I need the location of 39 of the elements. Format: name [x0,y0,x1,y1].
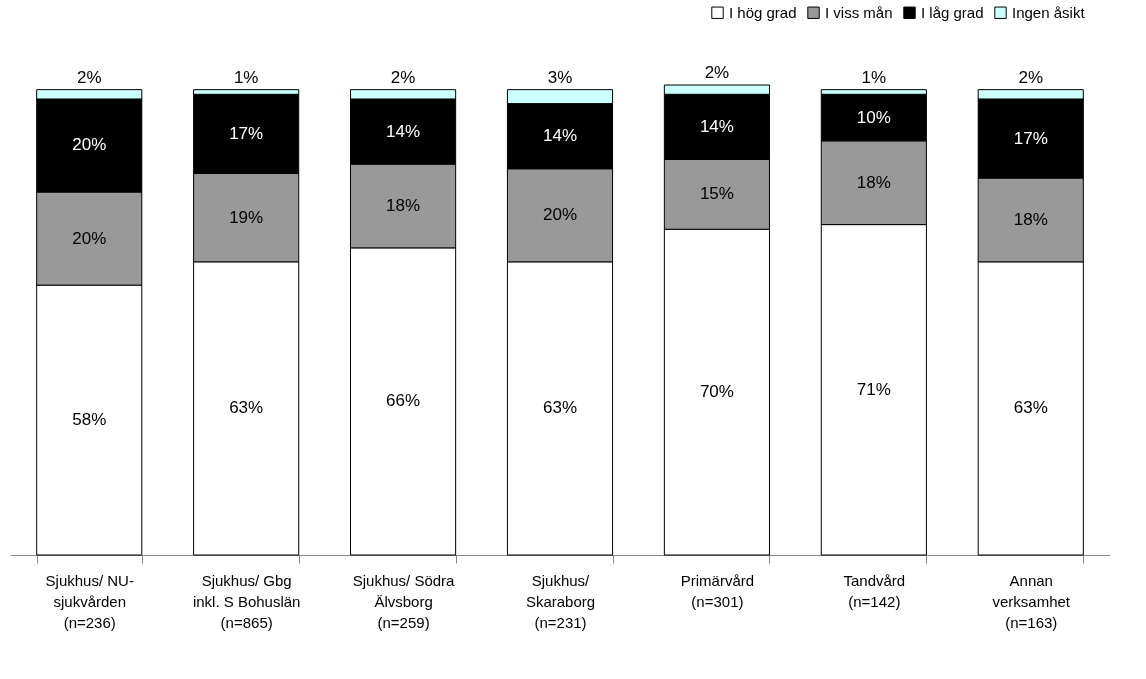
legend-label: I låg grad [921,3,984,21]
data-label: 2% [390,67,416,87]
x-tick-label: Sjukhus/ Södra Älvsborg (n=259) [352,571,456,631]
data-label: 14% [386,121,421,141]
data-label: 58% [72,410,107,430]
legend-label: I viss mån [825,3,893,21]
data-label: 70% [699,382,734,402]
data-label: 10% [856,107,891,127]
data-label: 2% [704,63,730,82]
data-label: 71% [856,379,891,399]
data-label: 3% [547,67,573,87]
data-label: 17% [1013,128,1048,148]
data-label: 63% [229,398,264,418]
data-label: 15% [699,184,734,204]
data-label: 2% [1018,67,1044,87]
data-label: 14% [542,126,578,146]
x-tick-label: Primärvård (n=301) [680,571,755,610]
data-label: 66% [386,391,421,411]
data-label: 1% [861,67,887,87]
data-label: 2% [76,67,102,87]
data-label: 19% [229,207,264,227]
x-tick-label: Tandvård (n=142) [843,571,906,610]
data-label: 18% [386,195,421,215]
data-label: 18% [856,172,891,192]
x-tick-label: Annan verksamhet (n=163) [992,571,1071,631]
data-label: 20% [542,205,578,225]
data-label: 20% [72,228,107,248]
x-tick-label: Sjukhus/ Skaraborg (n=231) [525,571,596,631]
data-label: 20% [72,135,107,155]
legend-label: I hög grad [729,3,797,21]
data-label: 1% [233,67,259,87]
data-label: 18% [1013,209,1048,229]
data-label: 17% [229,123,264,143]
x-tick-label: Sjukhus/ Gbg inkl. S Bohuslän (n=865) [192,571,301,631]
x-tick-label: Sjukhus/ NU- sjukvården (n=236) [45,571,134,631]
data-label: 63% [542,398,578,418]
data-label: 14% [699,116,734,136]
data-label: 63% [1013,398,1048,418]
legend-label: Ingen åsikt [1012,3,1086,21]
